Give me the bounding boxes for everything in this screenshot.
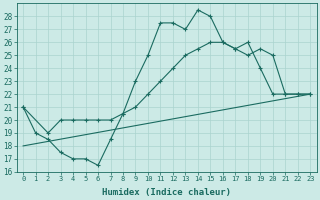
X-axis label: Humidex (Indice chaleur): Humidex (Indice chaleur) bbox=[102, 188, 231, 197]
